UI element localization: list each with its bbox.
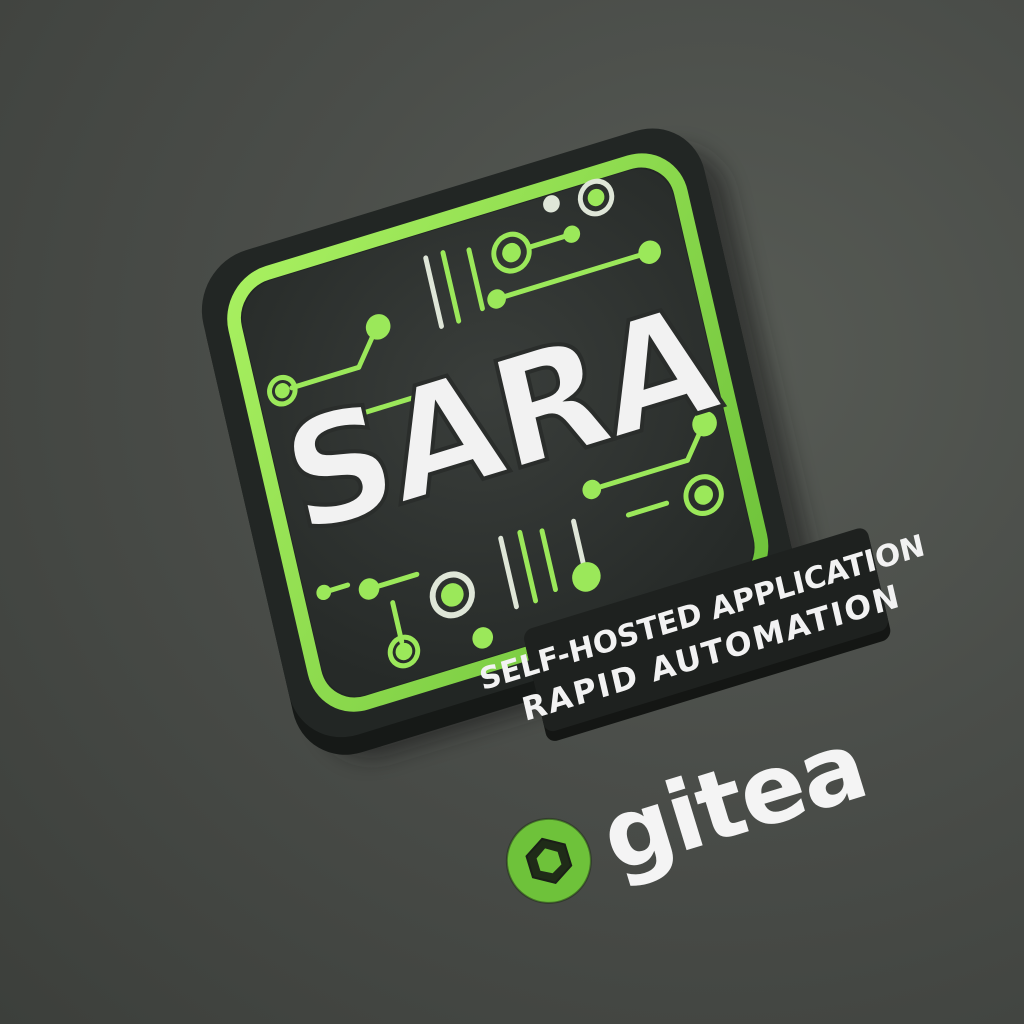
gitea-wordmark: gitea <box>589 709 877 894</box>
circuit-board-icon <box>267 178 724 669</box>
gitea-hexagon-icon <box>505 817 592 904</box>
sara-tile: SARA SELF-HOSTED APPLICATION RAPID AUTOM… <box>201 128 928 755</box>
gitea-brand: gitea <box>505 709 877 904</box>
